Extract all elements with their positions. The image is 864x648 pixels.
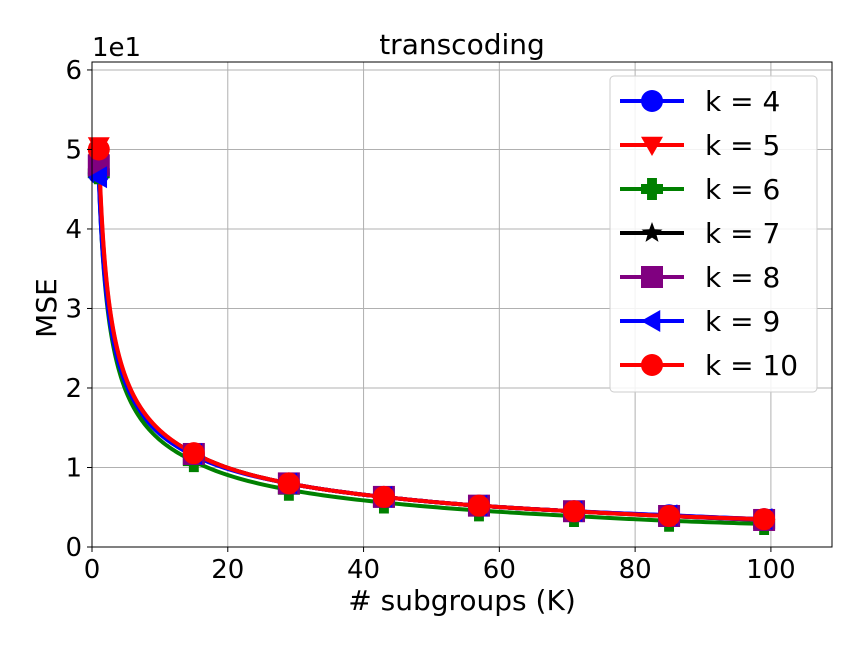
data-point-k-10	[467, 494, 490, 517]
y-axis-label: MSE	[30, 278, 63, 338]
plot-frame	[91, 61, 833, 548]
markers	[87, 137, 776, 535]
data-point-k-10	[372, 485, 395, 508]
chart-title: transcoding	[379, 28, 545, 61]
legend-label-k-9: k = 9	[705, 305, 780, 338]
x-tick-label: 40	[347, 555, 380, 585]
y-tick-label: 5	[65, 135, 82, 165]
legend-marker-k-7	[641, 222, 663, 242]
legend: k = 4 k = 5 k = 6 k = 7 k = 8 k = 9 k = 10	[609, 75, 818, 393]
legend-marker-k-9	[641, 310, 661, 332]
y-tick-label: 4	[65, 215, 82, 245]
y-tick-label: 0	[65, 533, 82, 563]
legend-label-k-8: k = 8	[705, 261, 780, 294]
x-axis-label: # subgroups (K)	[348, 584, 576, 617]
y-tick-label: 1	[65, 453, 82, 483]
y-tick-label: 3	[65, 294, 82, 324]
legend-marker-k-6	[641, 178, 663, 200]
ticks: 0 20 40 60 80 100 0 1 2 3 4 5 6	[65, 56, 795, 585]
data-point-k-10	[277, 472, 300, 495]
x-tick-label: 20	[211, 555, 244, 585]
x-tick-label: 100	[746, 555, 796, 585]
data-point-k-10	[87, 138, 110, 161]
legend-box	[609, 75, 818, 393]
legend-marker-k-8	[641, 266, 663, 288]
legend-marker-k-10	[641, 354, 663, 376]
y-offset-label: 1e1	[92, 33, 141, 63]
legend-label-k-6: k = 6	[705, 173, 780, 206]
legend-label-k-5: k = 5	[705, 129, 780, 162]
data-point-k-9	[87, 166, 108, 189]
data-point-k-10	[658, 504, 681, 527]
legend-marker-k-5	[641, 136, 663, 156]
data-point-k-10	[182, 442, 205, 465]
x-tick-label: 80	[619, 555, 652, 585]
y-tick-label: 2	[65, 374, 82, 404]
legend-marker-k-4	[641, 90, 663, 112]
legend-label-k-10: k = 10	[705, 349, 798, 382]
data-point-k-10	[753, 508, 776, 531]
legend-label-k-7: k = 7	[705, 217, 780, 250]
y-tick-label: 6	[65, 56, 82, 86]
x-tick-label: 60	[483, 555, 516, 585]
legend-label-k-4: k = 4	[705, 85, 780, 118]
data-point-k-10	[563, 500, 586, 523]
x-tick-label: 0	[84, 555, 101, 585]
